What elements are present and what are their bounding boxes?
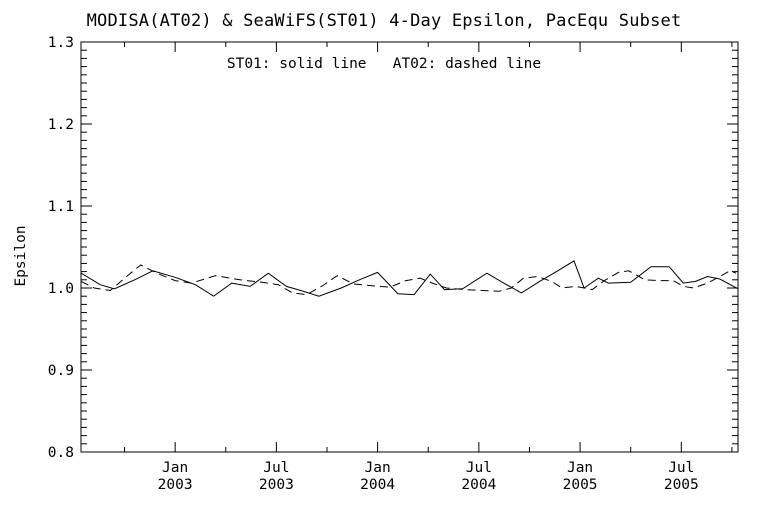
x-tick-label-month: Jan — [365, 460, 391, 476]
y-tick-label: 1.2 — [48, 117, 74, 133]
series-line-st01 — [80, 260, 739, 297]
series-line-at02 — [80, 264, 737, 296]
y-tick-label: 0.8 — [48, 445, 74, 461]
x-tick-label-year: 2004 — [461, 477, 496, 493]
y-tick-label: 1.1 — [48, 199, 74, 215]
y-tick-label: 0.9 — [48, 363, 74, 379]
x-tick-label-year: 2005 — [664, 477, 699, 493]
y-axis-label: Epsilon — [13, 225, 29, 287]
x-tick-label-month: Jul — [466, 460, 492, 476]
x-tick-label-year: 2003 — [259, 477, 294, 493]
axes-box — [80, 41, 739, 453]
x-tick-label-month: Jan — [162, 460, 188, 476]
legend-note: ST01: solid line AT02: dashed line — [226, 56, 542, 72]
x-tick-label-year: 2005 — [563, 477, 598, 493]
x-tick-label-month: Jan — [567, 460, 593, 476]
x-tick-label-year: 2003 — [158, 477, 193, 493]
x-tick-label-month: Jul — [668, 460, 694, 476]
y-tick-label: 1.0 — [48, 281, 74, 297]
x-tick-label-month: Jul — [263, 460, 289, 476]
y-tick-label: 1.3 — [48, 35, 74, 51]
x-tick-label-year: 2004 — [360, 477, 395, 493]
chart-title: MODISA(AT02) & SeaWiFS(ST01) 4-Day Epsil… — [86, 11, 682, 31]
